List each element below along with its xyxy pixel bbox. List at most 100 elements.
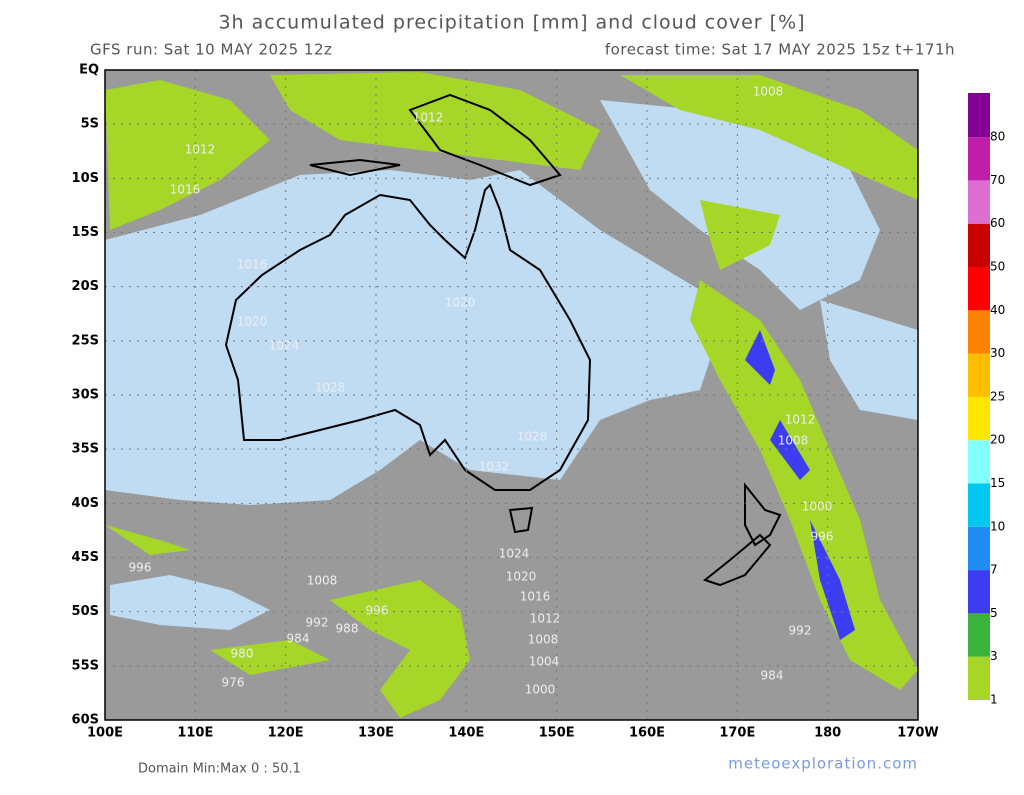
map: 1008 1012 1012 1016 1016 1020 1020 1024 1028 1028… (104, 69, 919, 721)
coastline-new-zealand (702, 482, 782, 587)
title: 3h accumulated precipitation [mm] and cl… (218, 12, 805, 34)
clear-sky (600, 100, 880, 310)
isobar-labels: 1008 1012 1012 1016 1016 1020 1020 1024 1028 1028… (129, 85, 834, 697)
isobar-label: 1028 (315, 381, 346, 395)
colorbar-segment (968, 353, 990, 397)
colorbar-label: 10 (990, 519, 1005, 533)
lat-label: 60S (72, 713, 99, 728)
isobar-label: 1024 (269, 339, 300, 353)
isobar-label: 1028 (517, 430, 548, 444)
isobar-label: 996 (811, 530, 834, 544)
isobar-label: 1016 (237, 258, 268, 272)
colorbar-segment (968, 223, 990, 267)
isobar-label: 992 (306, 616, 329, 630)
colorbar-label: 15 (990, 476, 1005, 490)
lon-label: 110E (177, 726, 213, 741)
isobar-label: 1012 (530, 612, 561, 626)
colorbar-label: 60 (990, 216, 1005, 230)
colorbar-segment (968, 440, 990, 484)
colorbar-segment (968, 483, 990, 527)
isobar-label: 1008 (778, 434, 809, 448)
colorbar-label: 25 (990, 389, 1005, 403)
colorbar-segment (968, 137, 990, 181)
isobar-label: 976 (222, 676, 245, 690)
lat-label: 35S (72, 442, 99, 457)
colorbar-label: 5 (990, 606, 998, 620)
credit: meteoexploration.com (728, 755, 918, 773)
forecast-time: forecast time: Sat 17 MAY 2025 15z t+171… (605, 41, 955, 59)
clear-sky (110, 575, 270, 630)
coastline-islands (309, 93, 562, 187)
lon-label: 140E (448, 726, 484, 741)
colorbar: 1 3 5 7 10 15 20 25 30 40 50 60 70 80 (968, 93, 1005, 707)
lat-label: 45S (72, 550, 99, 565)
isobar-label: 1008 (528, 633, 559, 647)
precip-area (690, 280, 918, 690)
clear-sky (105, 170, 720, 505)
run-time: GFS run: Sat 10 MAY 2025 12z (90, 41, 332, 59)
isobar-label: 1012 (413, 111, 444, 125)
isobar-label: 1016 (170, 183, 201, 197)
lat-label: 20S (72, 279, 99, 294)
colorbar-segment (968, 396, 990, 441)
colorbar-label: 80 (990, 130, 1005, 144)
isobar-label: 992 (789, 624, 812, 638)
isobar-label: 1008 (753, 85, 784, 99)
precip-area (105, 525, 470, 718)
isobar-label: 1004 (529, 655, 560, 669)
lat-label: 55S (72, 658, 99, 673)
lat-label: 50S (72, 604, 99, 619)
coastline-australia (224, 183, 592, 491)
colorbar-segment (968, 180, 990, 224)
lon-label: 160E (629, 726, 665, 741)
colorbar-segment (968, 656, 990, 700)
isobar-label: 1020 (506, 570, 537, 584)
precip-area (620, 75, 918, 200)
isobar-label: 988 (336, 622, 359, 636)
lon-label: 130E (358, 726, 394, 741)
lon-label: 150E (539, 726, 575, 741)
colorbar-label: 20 (990, 433, 1005, 447)
colorbar-segment (968, 267, 990, 311)
isobar-label: 1000 (802, 500, 833, 514)
lat-label: 5S (81, 117, 99, 132)
coastline-tasmania (508, 506, 534, 534)
lat-label: 30S (72, 388, 99, 403)
precip-area (700, 200, 780, 270)
colorbar-label: 70 (990, 173, 1005, 187)
colorbar-segment (968, 310, 990, 354)
isobar-label: 984 (761, 669, 784, 683)
lon-label: 170W (897, 726, 938, 741)
colorbar-label: 30 (990, 346, 1005, 360)
colorbar-label: 50 (990, 260, 1005, 274)
map-frame (104, 69, 919, 721)
colorbar-label: 40 (990, 303, 1005, 317)
axis-labels: EQ5S10S15S20S25S30S35S40S45S50S55S60S100… (72, 63, 939, 741)
colorbar-segment (968, 570, 990, 614)
isobar-label: 1000 (525, 683, 556, 697)
isobar-label: 1024 (499, 547, 530, 561)
clear-sky (820, 300, 918, 420)
isobar-label: 1012 (185, 143, 216, 157)
lat-label: 10S (72, 171, 99, 186)
isobar-label: 1012 (785, 413, 816, 427)
colorbar-label: 3 (990, 649, 998, 663)
precip-area (270, 72, 600, 170)
lon-label: 100E (87, 726, 123, 741)
lat-label: 15S (72, 225, 99, 240)
colorbar-label: 7 (990, 563, 998, 577)
isobar-label: 980 (231, 647, 254, 661)
isobar-label: 1008 (307, 574, 338, 588)
isobar-label: 1032 (479, 460, 510, 474)
isobar-label: 1020 (445, 296, 476, 310)
lat-label: 40S (72, 496, 99, 511)
precip-area (105, 80, 270, 230)
colorbar-segment (968, 613, 990, 657)
lon-label: 180 (814, 726, 841, 741)
lat-label: 25S (72, 333, 99, 348)
isobar-label: 984 (287, 632, 310, 646)
isobar-label: 1016 (520, 590, 551, 604)
colorbar-segment (968, 93, 990, 138)
lat-label: EQ (79, 63, 99, 78)
